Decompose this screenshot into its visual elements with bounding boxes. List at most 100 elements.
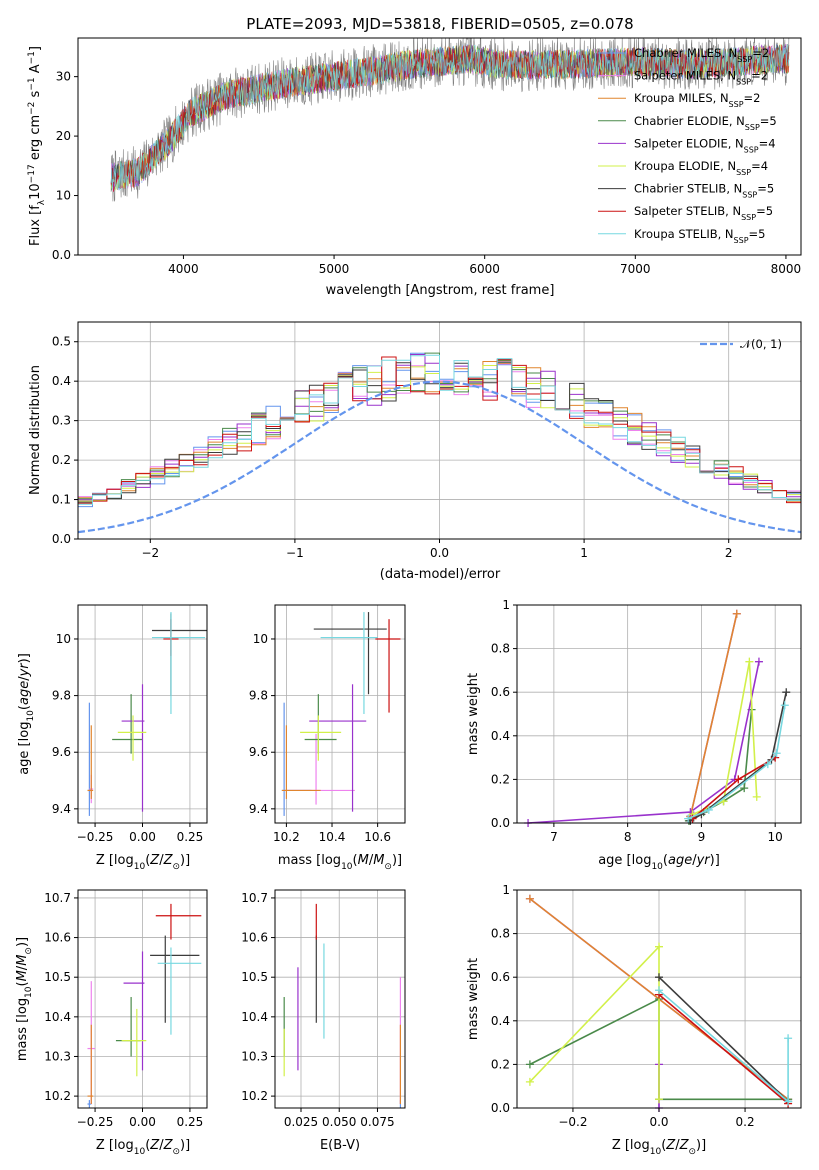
residual-ytick-label: 0.1: [52, 493, 71, 507]
weight-vs-age-point-marker: [734, 775, 743, 784]
weight-vs-metallicity-point-marker: [655, 973, 663, 982]
weight-vs-metallicity-lines: [525, 894, 793, 1112]
weight-vs-metallicity-point-marker: [784, 1034, 793, 1043]
mass-vs-ebv-xtick-label: 0.075: [360, 1115, 394, 1129]
weight-vs-metallicity-point-marker: [655, 942, 663, 951]
spectrum-title: PLATE=2093, MJD=53818, FIBERID=0505, z=0…: [246, 15, 633, 33]
mass-vs-ebv-ytick-label: 10.2: [241, 1089, 268, 1103]
residual-ytick-label: 0.0: [52, 532, 71, 546]
normal-curve: [78, 380, 801, 534]
weight-vs-metallicity-panel: −0.2 0.0 0.2 0.0 0.2 0.4 0.6 0.8 1 Z [log10(Z/Z⊙…: [466, 883, 802, 1157]
mass-vs-ebv-ytick-label: 10.7: [241, 891, 268, 905]
spectrum-legend-label: Salpeter STELIB, NSSP=5: [634, 204, 773, 222]
weight-vs-metallicity-ytick-label: 1: [502, 883, 510, 897]
spectrum-legend-label: Kroupa STELIB, NSSP=5: [634, 227, 765, 245]
residual-ytick-label: 0.2: [52, 453, 71, 467]
mass-vs-metallicity-ylabel: mass [log10(M/M⊙)]: [15, 937, 34, 1061]
age-vs-metallicity-ytick-label: 10: [56, 632, 71, 646]
weight-vs-age-point-marker: [782, 688, 791, 697]
age-vs-mass-xtick-label: 10.4: [319, 830, 346, 844]
mass-vs-metallicity-ytick-label: 10.5: [44, 970, 71, 984]
residual-histogram-step: [78, 352, 801, 511]
weight-vs-metallicity-point-marker: [655, 986, 663, 995]
residual-ticks: −2 −1 0.0 1 2 0.0 0.1 0.2 0.3 0.4 0.5: [52, 335, 733, 560]
mass-vs-metallicity-ytick-label: 10.4: [44, 1010, 71, 1024]
weight-vs-age-point-marker: [763, 760, 772, 769]
spectrum-frame: [77, 37, 802, 256]
age-vs-metallicity-ytick-label: 9.4: [52, 802, 71, 816]
residual-histogram-step: [78, 359, 801, 510]
weight-vs-age-point-marker: [772, 749, 781, 758]
residual-legend: 𝒩(0, 1): [700, 337, 782, 351]
mass-vs-ebv-errorbars: [283, 903, 402, 1108]
mass-vs-metallicity-ytick-label: 10.3: [44, 1049, 71, 1063]
mass-vs-ebv-grid: [275, 890, 405, 1108]
weight-vs-age-series-line: [689, 613, 738, 817]
spectrum-legend-label: Kroupa MILES, NSSP=2: [634, 91, 760, 109]
weight-vs-metallicity-point-marker: [784, 1097, 793, 1106]
residual-histograms: [78, 352, 801, 534]
age-vs-mass-ytick-label: 9.8: [249, 689, 268, 703]
spectrum-plot-area: [110, 38, 790, 202]
age-vs-mass-ticks: 10.2 10.4 10.6 9.4 9.6 9.8 10: [249, 632, 391, 844]
residual-xtick-label: 2: [725, 546, 733, 560]
weight-vs-metallicity-series-line: [658, 976, 789, 1103]
age-vs-mass-ytick-label: 10: [253, 632, 268, 646]
spectrum-legend-label: Chabrier MILES, NSSP=2: [634, 46, 769, 64]
mass-vs-metallicity-ytick-label: 10.6: [44, 931, 71, 945]
residual-ylabel: Normed distribution: [28, 365, 43, 495]
weight-vs-metallicity-ytick-label: 0.2: [491, 1057, 510, 1071]
weight-vs-age-point-marker: [745, 657, 754, 666]
weight-vs-metallicity-plot-area: [525, 894, 793, 1112]
weight-vs-age-ytick-label: 0.2: [491, 772, 510, 786]
age-vs-metallicity-xtick-label: 0.25: [177, 830, 204, 844]
mass-vs-ebv-plot-area: [283, 903, 402, 1108]
residual-xtick-label: 0.0: [430, 546, 449, 560]
age-vs-metallicity-ytick-label: 9.8: [52, 689, 71, 703]
weight-vs-age-ytick-label: 1: [502, 598, 510, 612]
residual-panel: −2 −1 0.0 1 2 0.0 0.1 0.2 0.3 0.4 0.5 (data-model)…: [28, 321, 802, 582]
residual-ytick-label: 0.4: [52, 374, 71, 388]
age-vs-metallicity-xlabel: Z [log10(Z/Z⊙)]: [96, 853, 190, 872]
weight-vs-age-grid: [517, 604, 801, 824]
spectrum-ytick-label: 0.0: [52, 248, 71, 262]
spectrum-xtick-label: 7000: [620, 262, 651, 276]
weight-vs-metallicity-ytick-label: 0.8: [491, 927, 510, 941]
weight-vs-age-ytick-label: 0.6: [491, 685, 510, 699]
mass-vs-metallicity-plot-area: [87, 903, 202, 1108]
mass-vs-ebv-frame: [274, 889, 406, 1109]
weight-vs-age-plot-area: [524, 609, 791, 827]
age-vs-mass-panel: 10.2 10.4 10.6 9.4 9.6 9.8 10 mass [log10(M/M⊙…: [249, 604, 406, 872]
weight-vs-age-point-marker: [732, 609, 741, 618]
mass-vs-metallicity-ytick-label: 10.7: [44, 891, 71, 905]
weight-vs-age-lines: [524, 609, 791, 827]
weight-vs-metallicity-series-line: [529, 944, 660, 1100]
spectrum-curves: [110, 38, 790, 202]
age-vs-metallicity-ytick-label: 9.6: [52, 745, 71, 759]
spectrum-xtick-label: 5000: [319, 262, 350, 276]
weight-vs-age-panel: 7 8 9 10 0.0 0.2 0.4 0.6 0.8 1 age [log10(age/yr)…: [466, 598, 802, 872]
residual-histogram-step: [78, 354, 801, 507]
age-vs-metallicity-ylabel: age [log10(age/yr)]: [17, 653, 36, 775]
weight-vs-metallicity-point-marker: [525, 1060, 534, 1069]
age-vs-metallicity-plot-area: [87, 612, 207, 816]
weight-vs-age-series-line: [689, 692, 787, 822]
spectrum-ytick-label: 10: [56, 189, 71, 203]
age-vs-mass-ytick-label: 9.4: [249, 802, 268, 816]
weight-vs-age-point-marker: [780, 701, 789, 710]
weight-vs-metallicity-xtick-label: 0.0: [649, 1115, 668, 1129]
weight-vs-age-ytick-label: 0.8: [491, 642, 510, 656]
mass-vs-ebv-xtick-label: 0.050: [322, 1115, 356, 1129]
weight-vs-metallicity-series-line: [658, 993, 789, 1105]
spectrum-ticks: 4000 5000 6000 7000 8000 0.0 10 20 30: [52, 70, 801, 276]
weight-vs-metallicity-point-marker: [655, 1095, 663, 1104]
weight-vs-metallicity-ticks: −0.2 0.0 0.2 0.0 0.2 0.4 0.6 0.8 1: [491, 883, 755, 1129]
mass-vs-metallicity-ytick-label: 10.2: [44, 1089, 71, 1103]
age-vs-mass-errorbars: [281, 612, 401, 816]
weight-vs-age-ticks: 7 8 9 10 0.0 0.2 0.4 0.6 0.8 1: [491, 598, 783, 844]
age-vs-mass-xlabel: mass [log10(M/M⊙)]: [278, 853, 402, 872]
mass-vs-ebv-ytick-label: 10.6: [241, 931, 268, 945]
spectrum-legend: Chabrier MILES, NSSP=2 Salpeter MILES, NS…: [598, 46, 777, 244]
weight-vs-age-xtick-label: 8: [624, 830, 632, 844]
weight-vs-age-point-marker: [704, 805, 713, 814]
